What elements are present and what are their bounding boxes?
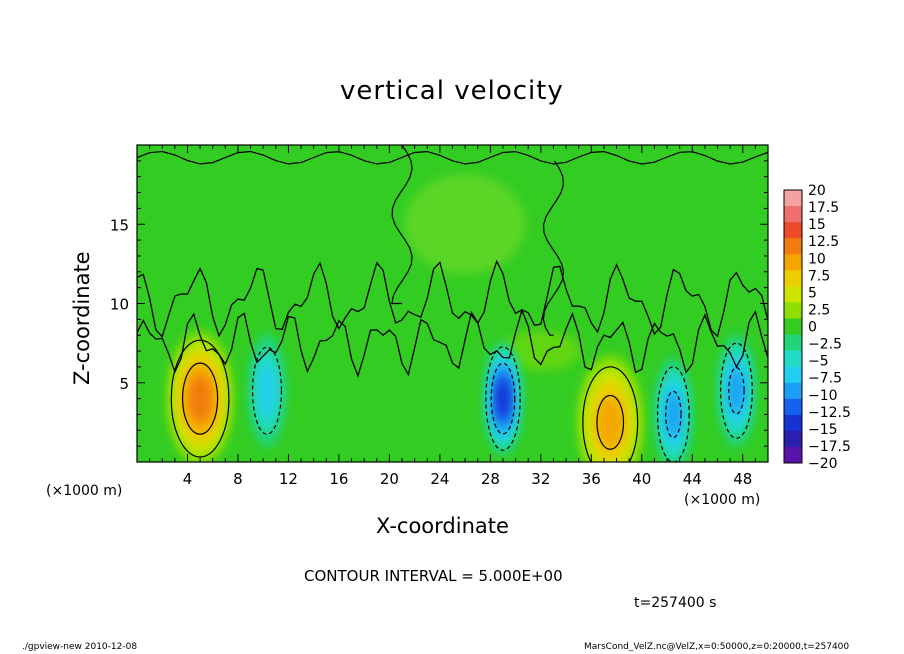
- colorbar-label: 0: [808, 320, 817, 336]
- colorbar-frame: [783, 189, 803, 464]
- colorbar-label: 17.5: [808, 200, 839, 216]
- x-tick-label: 44: [683, 470, 702, 488]
- colorbar-swatch: [784, 222, 802, 239]
- colorbar-swatch: [784, 254, 802, 271]
- updraft-cell-3: [577, 355, 644, 462]
- contour-line: [720, 342, 753, 439]
- colorbar-swatch: [784, 414, 802, 432]
- x-unit-label-right: (×1000 m): [684, 492, 761, 508]
- cell-layer: [258, 364, 276, 417]
- x-unit-label-left: (×1000 m): [46, 483, 123, 499]
- x-tick-label: 32: [531, 470, 550, 488]
- y-tick-label: 10: [110, 296, 129, 314]
- colorbar-label: 15: [808, 217, 826, 233]
- colorbar-swatch: [784, 446, 802, 464]
- field-shading: [500, 331, 581, 372]
- colorbar-swatch: [784, 238, 802, 255]
- colorbar-label: 10: [808, 251, 826, 267]
- colorbar-label: 20: [808, 183, 826, 199]
- cell-layer: [597, 396, 623, 449]
- colorbar-label: −10: [808, 388, 838, 404]
- x-tick-label: 16: [329, 470, 348, 488]
- colorbar-label: −2.5: [808, 337, 842, 353]
- x-tick-label: 20: [380, 470, 399, 488]
- colorbar-swatch: [784, 350, 802, 367]
- colorbar-swatch: [784, 270, 802, 287]
- x-tick-label: 28: [481, 470, 500, 488]
- colorbar-swatch: [784, 302, 802, 319]
- zero-contours: [137, 145, 768, 378]
- colorbar-label: −12.5: [808, 405, 851, 421]
- colorbar-label: −5: [808, 354, 829, 370]
- x-axis-label: X-coordinate: [376, 514, 509, 538]
- zero-contour-line: [542, 160, 565, 336]
- x-tick-label: 12: [279, 470, 298, 488]
- contour-line: [170, 339, 230, 458]
- cell-layer: [729, 368, 744, 413]
- colorbar-label: −15: [808, 422, 838, 438]
- colorbar-swatch: [784, 334, 802, 351]
- field-shading: [405, 174, 526, 275]
- colorbar-swatch: [784, 382, 802, 400]
- contour-line: [181, 362, 219, 435]
- colorbar-swatch: [784, 430, 802, 448]
- x-tick-label: 36: [582, 470, 601, 488]
- contour-line: [596, 394, 625, 450]
- colorbar-label: −7.5: [808, 371, 842, 387]
- contour-line: [665, 390, 682, 439]
- x-tick-label: 24: [430, 470, 449, 488]
- y-axis-label: Z-coordinate: [70, 251, 94, 385]
- x-tick-label: 4: [183, 470, 193, 488]
- contour-line: [656, 366, 690, 462]
- downdraft-cell-2: [484, 341, 522, 456]
- cell-layer: [666, 392, 681, 437]
- y-tick-label: 15: [110, 216, 129, 234]
- contour-line: [251, 346, 283, 435]
- x-tick-label: 48: [733, 470, 752, 488]
- contour-interval-label: CONTOUR INTERVAL = 5.000E+00: [304, 567, 563, 585]
- footer-dataset: MarsCond_VelZ.nc@VelZ,x=0:50000,z=0:2000…: [584, 642, 850, 652]
- chart-title: vertical velocity: [340, 76, 564, 106]
- zero-contour-line: [137, 150, 768, 165]
- colorbar-label: 5: [808, 285, 817, 301]
- contour-line: [485, 346, 521, 451]
- time-label: t=257400 s: [634, 595, 717, 611]
- colorbar-label: −17.5: [808, 439, 851, 455]
- contour-line: [582, 366, 639, 462]
- cell-layer: [188, 375, 212, 422]
- downdraft-cell-4: [654, 357, 693, 462]
- colorbar-label: 12.5: [808, 234, 839, 250]
- zero-contour-line: [137, 259, 768, 338]
- contour-line: [490, 362, 516, 435]
- colorbar-swatch: [784, 398, 802, 416]
- cell-layer: [496, 380, 509, 417]
- downdraft-cell-5: [717, 333, 756, 448]
- colorbar-swatch: [784, 190, 802, 207]
- footer-program: ./gpview-new 2010-12-08: [22, 642, 138, 652]
- zero-contour-line: [137, 308, 768, 378]
- colorbar-swatch: [784, 206, 802, 223]
- x-tick-label: 40: [632, 470, 651, 488]
- colorbar-swatch: [784, 286, 802, 303]
- colorbar-label: 7.5: [808, 268, 830, 284]
- colorbar-swatch: [784, 366, 802, 384]
- contour-line: [728, 367, 745, 415]
- y-tick-label: 5: [119, 375, 129, 393]
- zero-contour-line: [391, 145, 413, 305]
- x-tick-label: 8: [233, 470, 243, 488]
- updraft-cell-0: [167, 332, 233, 462]
- colorbar-label: 2.5: [808, 302, 830, 318]
- colorbar-swatch: [784, 318, 802, 335]
- colorbar-label: −20: [808, 456, 838, 472]
